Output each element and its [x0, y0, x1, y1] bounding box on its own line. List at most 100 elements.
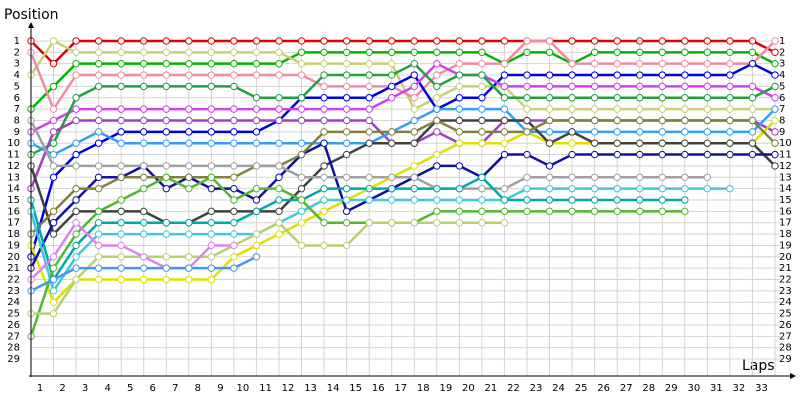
lap-marker	[455, 162, 464, 170]
lap-marker	[365, 139, 373, 147]
lap-marker	[72, 94, 80, 102]
lap-marker	[72, 184, 80, 193]
lap-marker	[49, 219, 58, 227]
x-tick-label: 5	[127, 383, 133, 394]
lap-marker	[207, 264, 216, 272]
lap-marker	[613, 59, 621, 68]
lap-marker	[545, 116, 554, 125]
lap-marker	[252, 71, 261, 79]
lap-marker	[140, 48, 148, 57]
lap-marker	[230, 162, 238, 170]
lap-marker	[388, 94, 396, 102]
lap-marker	[748, 116, 757, 125]
lap-marker	[94, 184, 103, 193]
lap-marker	[72, 150, 80, 159]
y-tick-label: 4	[14, 70, 20, 81]
lap-marker	[252, 94, 261, 102]
x-tick-label: 27	[620, 383, 633, 394]
lap-marker	[72, 48, 80, 57]
lap-marker	[478, 59, 486, 68]
lap-marker	[297, 207, 306, 216]
lap-marker	[94, 207, 103, 216]
series-line	[29, 62, 776, 258]
lap-marker	[117, 162, 125, 170]
lap-marker	[613, 150, 621, 159]
lap-marker	[320, 139, 328, 147]
lap-marker	[252, 128, 261, 136]
lap-marker	[185, 139, 193, 147]
lap-marker	[613, 71, 621, 79]
series-line	[29, 176, 685, 337]
lap-marker	[545, 82, 554, 91]
lap-marker	[140, 162, 148, 170]
lap-marker	[433, 105, 441, 113]
lap-marker	[410, 48, 418, 57]
lap-marker	[207, 253, 216, 261]
x-tick-label: 14	[327, 383, 340, 394]
lap-marker	[185, 59, 193, 68]
lap-marker	[613, 48, 621, 57]
lap-marker	[365, 116, 373, 125]
lap-marker	[500, 105, 509, 113]
lap-marker	[230, 253, 238, 261]
lap-marker	[681, 116, 689, 125]
y-tick-label-right: 23	[779, 286, 792, 297]
lap-marker	[49, 116, 58, 125]
lap-marker	[230, 59, 238, 68]
lap-marker	[545, 94, 554, 102]
lap-marker	[117, 59, 125, 68]
lap-marker	[590, 71, 599, 79]
lap-marker	[185, 116, 193, 125]
lap-marker	[117, 196, 125, 204]
lap-marker	[140, 116, 148, 125]
lap-marker	[275, 162, 283, 170]
lap-marker	[433, 196, 441, 204]
lap-marker	[568, 105, 576, 113]
lap-marker	[297, 94, 306, 102]
series-line	[29, 39, 775, 111]
lap-marker	[455, 139, 464, 147]
y-tick-label: 2	[14, 47, 20, 58]
lap-marker	[140, 173, 148, 181]
lap-marker	[320, 219, 328, 227]
lap-marker	[658, 37, 666, 45]
lap-marker	[207, 59, 216, 68]
lap-marker	[455, 105, 464, 113]
lap-marker	[500, 82, 509, 91]
lap-marker	[230, 139, 238, 147]
lap-marker	[410, 94, 418, 102]
lap-marker	[613, 128, 621, 136]
lap-marker	[726, 71, 734, 79]
lap-marker	[658, 116, 666, 125]
lap-marker	[658, 196, 666, 204]
lap-marker	[252, 230, 261, 238]
lap-marker	[388, 219, 396, 227]
lap-marker	[140, 230, 148, 238]
lap-marker	[590, 207, 599, 216]
lap-marker	[433, 162, 441, 170]
lap-marker	[568, 37, 576, 45]
lap-marker	[252, 116, 261, 125]
lap-marker	[703, 150, 712, 159]
lap-marker	[771, 82, 779, 91]
lap-marker	[117, 264, 125, 272]
lap-marker	[185, 82, 193, 91]
lap-marker	[185, 37, 193, 45]
lap-marker	[613, 173, 621, 181]
lap-marker	[545, 173, 554, 181]
lap-marker	[478, 219, 486, 227]
lap-marker	[162, 105, 170, 113]
y-tick-label: 20	[7, 252, 20, 263]
lap-marker	[613, 207, 621, 216]
lap-marker	[320, 94, 328, 102]
lap-marker	[681, 128, 689, 136]
lap-marker	[275, 94, 283, 102]
series-line	[30, 107, 776, 156]
lap-marker	[590, 94, 599, 102]
lap-marker	[342, 94, 351, 102]
y-tick-label: 28	[7, 343, 20, 354]
lap-marker	[545, 207, 554, 216]
x-tick-label: 10	[237, 383, 250, 394]
y-tick-label: 1	[14, 36, 20, 47]
lap-marker	[162, 184, 170, 193]
